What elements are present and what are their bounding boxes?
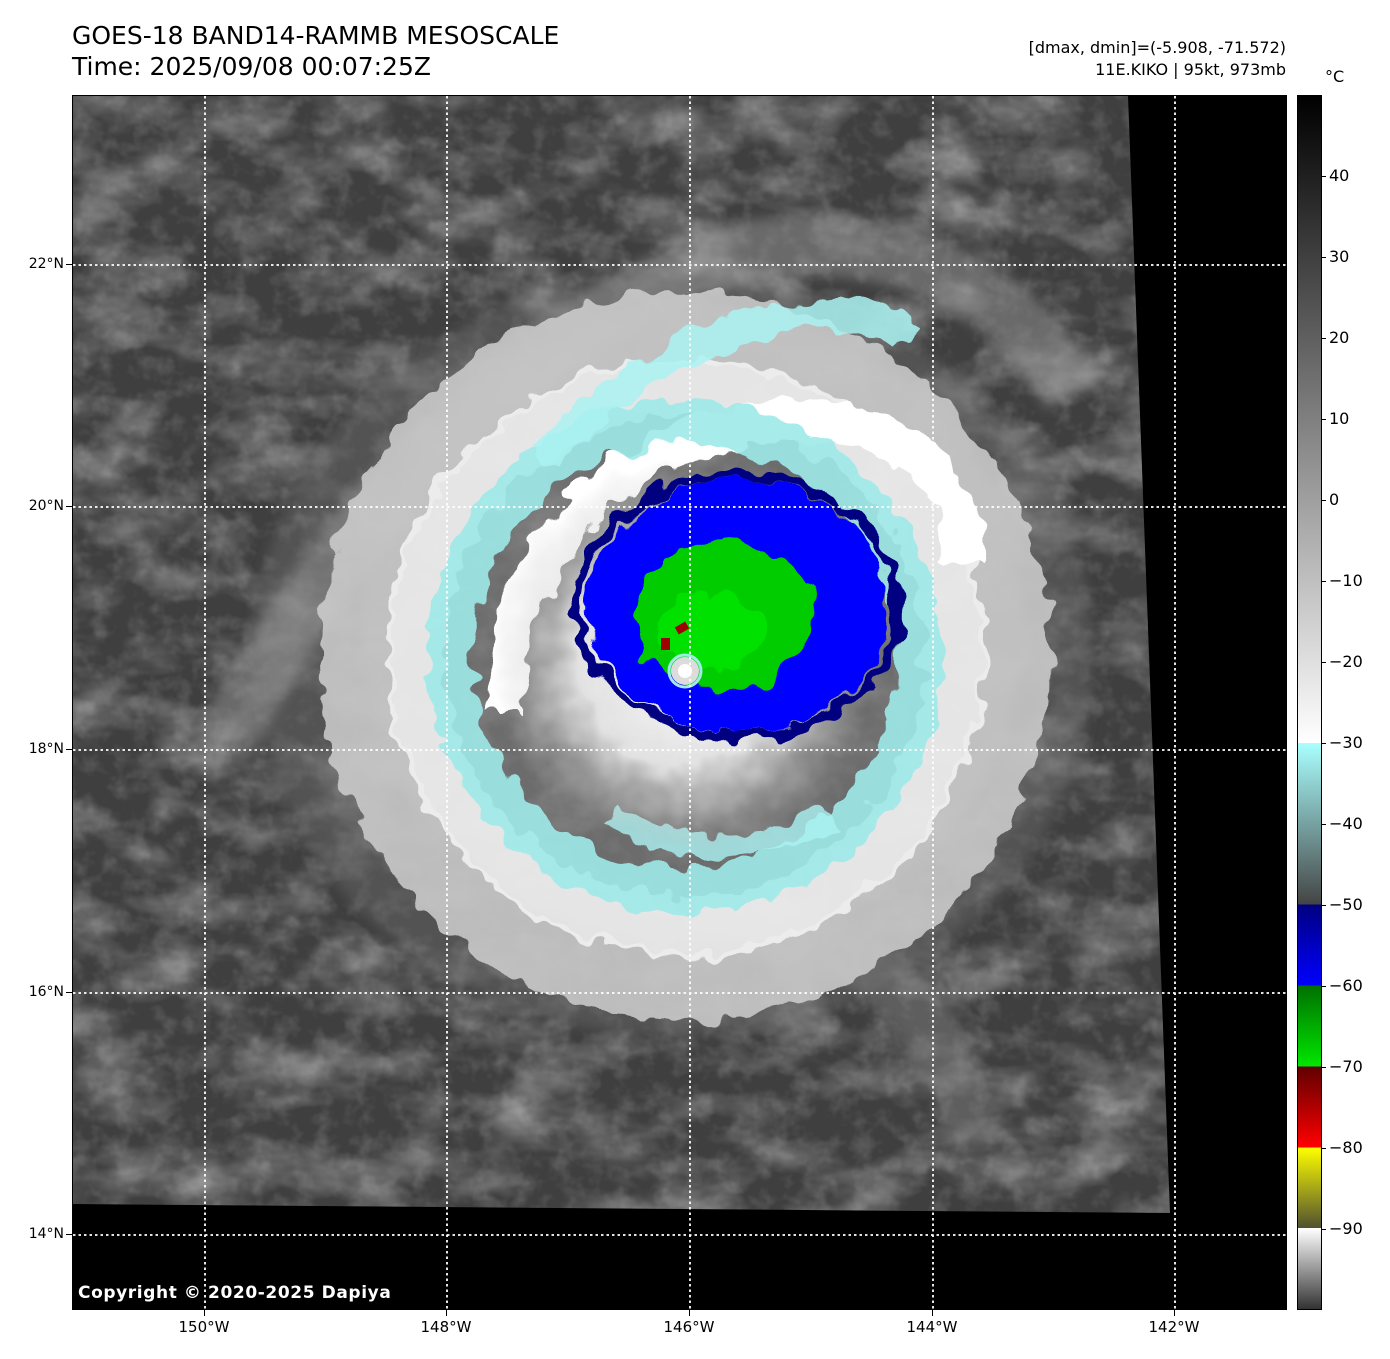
colorbar-tick	[1322, 419, 1326, 420]
lat-tick	[66, 506, 72, 507]
colorbar-tick	[1322, 743, 1326, 744]
observation-time: Time: 2025/09/08 00:07:25Z	[72, 52, 431, 81]
storm-eye	[667, 653, 703, 689]
dmax-dmin-readout: [dmax, dmin]=(-5.908, -71.572)	[1028, 38, 1286, 57]
lat-tick	[66, 749, 72, 750]
colorbar-tick-label: 40	[1329, 166, 1350, 185]
colorbar-tick	[1322, 905, 1326, 906]
colorbar-tick-label: 10	[1329, 409, 1350, 428]
lon-tick	[446, 1310, 447, 1316]
colorbar-tick	[1322, 1148, 1326, 1149]
colorbar-tick-label: −90	[1329, 1219, 1363, 1238]
storm-info: 11E.KIKO | 95kt, 973mb	[1095, 60, 1286, 79]
colorbar-tick-label: 20	[1329, 328, 1350, 347]
lon-label-142w: 142°W	[1148, 1318, 1200, 1336]
lon-label-146w: 146°W	[663, 1318, 715, 1336]
colorbar-tick-label: 30	[1329, 247, 1350, 266]
lat-tick	[66, 1234, 72, 1235]
colorbar-tick-label: −20	[1329, 652, 1363, 671]
colorbar-tick-label: 0	[1329, 490, 1340, 509]
colorbar-tick	[1322, 824, 1326, 825]
colorbar-tick	[1322, 176, 1326, 177]
lon-tick	[1174, 1310, 1175, 1316]
satellite-map[interactable]	[72, 95, 1287, 1310]
lat-tick	[66, 264, 72, 265]
colorbar-tick	[1322, 662, 1326, 663]
coldest-pixels	[661, 621, 690, 650]
lon-tick	[204, 1310, 205, 1316]
colorbar-tick-label: −40	[1329, 814, 1363, 833]
colorbar-tick	[1322, 500, 1326, 501]
lat-label-22n: 22°N	[28, 256, 64, 272]
colorbar-tick-label: −50	[1329, 895, 1363, 914]
colorbar-tick	[1322, 986, 1326, 987]
lon-tick	[689, 1310, 690, 1316]
lon-label-148w: 148°W	[420, 1318, 472, 1336]
info-block: [dmax, dmin]=(-5.908, -71.572) 11E.KIKO …	[1029, 37, 1286, 81]
lat-tick	[66, 992, 72, 993]
lat-label-18n: 18°N	[28, 741, 64, 757]
colorbar-tick	[1322, 1067, 1326, 1068]
colorbar-tick-label: −60	[1329, 976, 1363, 995]
colorbar-tick	[1322, 338, 1326, 339]
colorbar-tick-label: −30	[1329, 733, 1363, 752]
colorbar-tick	[1322, 581, 1326, 582]
colorbar-tick-label: −80	[1329, 1138, 1363, 1157]
lon-tick	[932, 1310, 933, 1316]
temperature-colorbar	[1297, 95, 1322, 1310]
chart-title: GOES-18 BAND14-RAMMB MESOSCALE Time: 202…	[72, 20, 559, 82]
product-title: GOES-18 BAND14-RAMMB MESOSCALE	[72, 21, 560, 50]
lat-label-20n: 20°N	[28, 498, 64, 514]
lat-label-14n: 14°N	[28, 1226, 64, 1242]
graticule	[73, 96, 1286, 1309]
imagery-layer	[73, 96, 1170, 1213]
colorbar-unit: °C	[1325, 67, 1345, 86]
colorbar-tick	[1322, 1229, 1326, 1230]
colorbar-tick-label: −10	[1329, 571, 1363, 590]
colorbar-tick-label: −70	[1329, 1057, 1363, 1076]
copyright-text: Copyright © 2020-2025 Dapiya	[78, 1283, 392, 1303]
lon-label-144w: 144°W	[906, 1318, 958, 1336]
colorbar-tick	[1322, 257, 1326, 258]
lon-label-150w: 150°W	[178, 1318, 230, 1336]
lat-label-16n: 16°N	[28, 984, 64, 1000]
satellite-imagery	[73, 96, 1286, 1309]
